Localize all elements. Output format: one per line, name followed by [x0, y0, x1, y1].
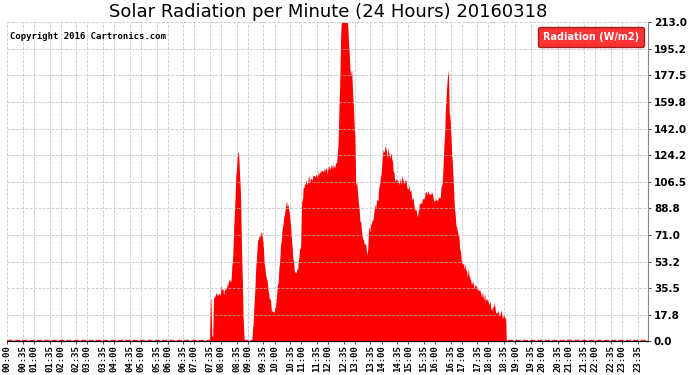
Text: Copyright 2016 Cartronics.com: Copyright 2016 Cartronics.com	[10, 32, 166, 41]
Legend: Radiation (W/m2): Radiation (W/m2)	[538, 27, 644, 47]
Title: Solar Radiation per Minute (24 Hours) 20160318: Solar Radiation per Minute (24 Hours) 20…	[108, 3, 547, 21]
